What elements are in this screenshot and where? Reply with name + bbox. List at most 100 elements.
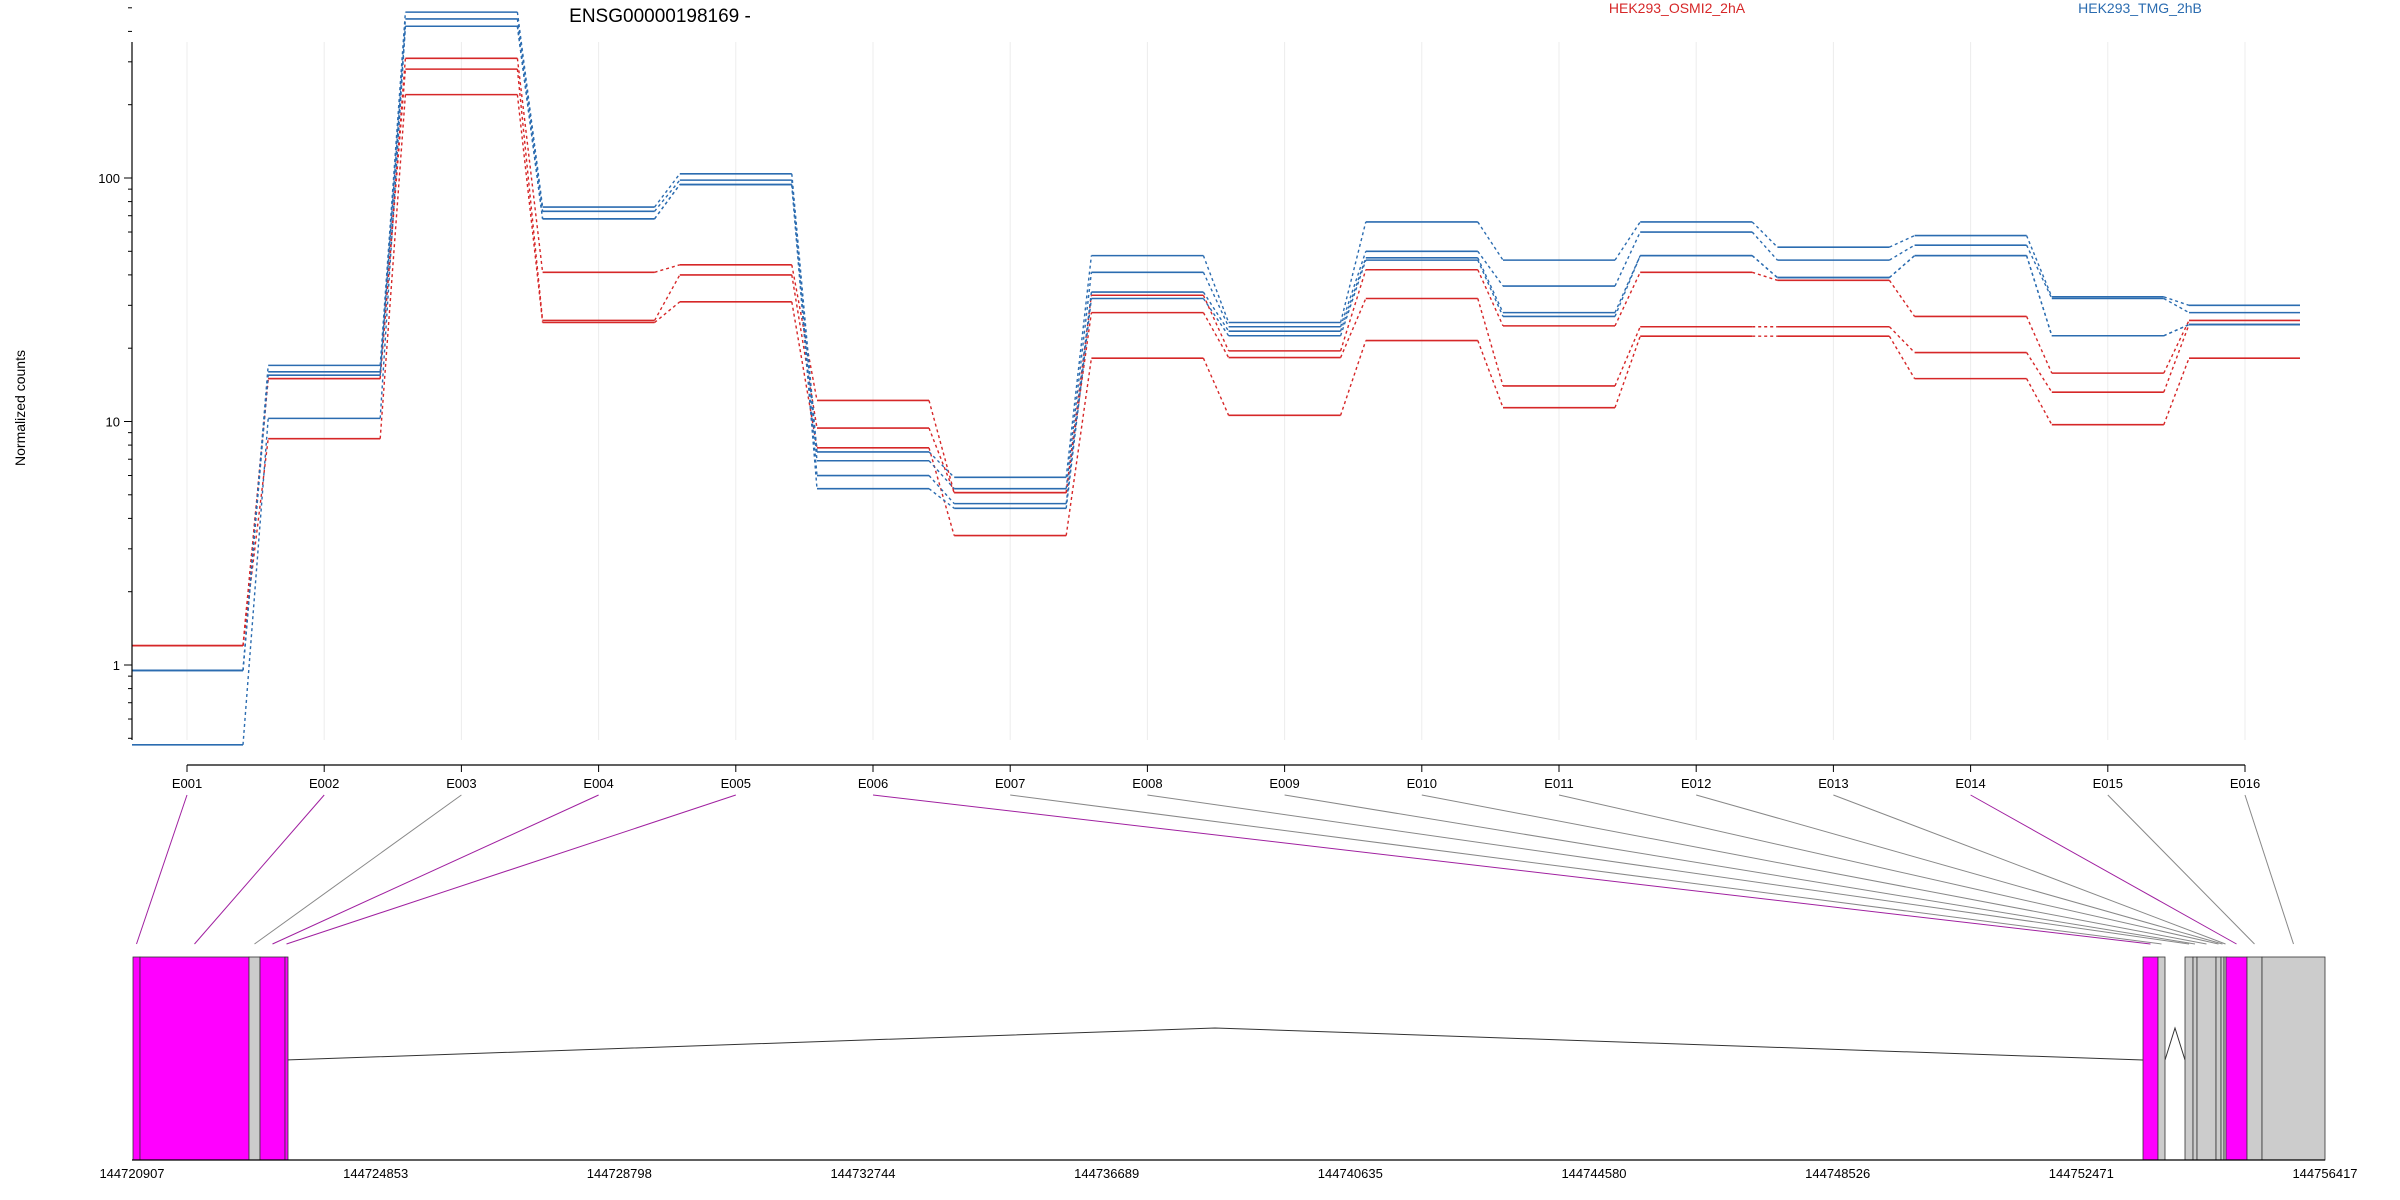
series-transition	[1888, 326, 1916, 354]
x-tick-label: E009	[1269, 776, 1299, 791]
x-tick-label: E001	[172, 776, 202, 791]
series-transition	[1202, 298, 1230, 337]
intron-line	[2164, 1026, 2186, 1061]
series-transition	[1888, 279, 1916, 317]
x-tick-label: E012	[1681, 776, 1711, 791]
intron-line	[284, 1027, 2144, 1061]
series-transition	[2025, 316, 2053, 374]
exon-connector	[254, 794, 462, 945]
series-transition	[2163, 296, 2190, 306]
genomic-tick-label: 144732744	[830, 1166, 895, 1181]
x-tick-label: E015	[2093, 776, 2123, 791]
series-transition	[791, 264, 818, 401]
exon-block	[259, 956, 286, 1161]
series-transition	[2025, 378, 2053, 426]
exon-block	[139, 956, 250, 1161]
exon-block	[2246, 956, 2263, 1161]
series-transition	[379, 69, 407, 379]
series-transition	[1614, 255, 1641, 313]
series-transition	[1477, 221, 1504, 261]
series-transition	[516, 12, 544, 208]
series-transition	[1202, 357, 1230, 416]
exon-connector	[1833, 794, 2226, 945]
series-transition	[654, 264, 680, 273]
series-transition	[1477, 259, 1504, 317]
y-tick-label: 10	[106, 415, 120, 430]
exon-block	[2192, 956, 2198, 1161]
exon-block	[2157, 956, 2166, 1161]
series-transition	[928, 451, 955, 478]
exon-connector	[1010, 794, 2162, 945]
series-transition	[1339, 269, 1367, 352]
exon-connector	[872, 794, 2151, 945]
exon-connector	[194, 794, 325, 945]
series-3	[132, 11, 2300, 672]
x-tick-label: E002	[309, 776, 339, 791]
x-tick-label: E016	[2230, 776, 2260, 791]
series-transition	[516, 26, 544, 219]
series-transition	[379, 26, 407, 376]
series-transition	[242, 438, 269, 646]
exon-block	[2184, 956, 2194, 1161]
x-tick-label: E006	[858, 776, 888, 791]
series-transition	[1339, 340, 1367, 416]
series-transition	[1477, 269, 1504, 327]
series-transition	[791, 274, 818, 429]
series-transition	[1751, 255, 1778, 279]
series-transition	[1614, 221, 1641, 261]
series-transition	[242, 418, 269, 745]
x-tick-label: E004	[583, 776, 613, 791]
exon-connector	[1696, 794, 2223, 945]
exon-connector	[286, 794, 736, 945]
chart-title: ENSG00000198169 -	[569, 6, 751, 27]
genomic-tick-label: 144752471	[2049, 1166, 2114, 1181]
exon-block	[132, 956, 141, 1161]
vertical-grid	[186, 42, 2246, 740]
series-transition	[2163, 323, 2190, 337]
exon-connector	[1284, 794, 2196, 945]
genomic-tick-label: 144724853	[343, 1166, 408, 1181]
series-transition	[791, 180, 818, 461]
series-transition	[1202, 294, 1230, 352]
series-transition	[1202, 312, 1230, 358]
series-1	[132, 68, 2300, 647]
genomic-tick-label: 144720907	[99, 1166, 164, 1181]
series-transition	[2026, 352, 2053, 393]
series-5	[132, 25, 2300, 672]
series-transition	[1065, 312, 1093, 493]
series-transition	[654, 173, 681, 208]
series-transition	[1202, 255, 1230, 323]
exon-connector	[2107, 794, 2255, 945]
series-transition	[516, 58, 544, 273]
series-transition	[1202, 271, 1230, 328]
x-tick-label: E014	[1955, 776, 1985, 791]
x-tick-label: E007	[995, 776, 1025, 791]
series-6	[132, 25, 2300, 746]
series-transition	[1889, 244, 1915, 261]
genomic-tick-label: 144756417	[2292, 1166, 2357, 1181]
series-transition	[1889, 234, 1915, 248]
series-transition	[928, 475, 955, 505]
series-transition	[2163, 320, 2190, 374]
exon-connector	[2244, 794, 2294, 945]
series-transition	[2163, 297, 2190, 314]
series-transition	[654, 184, 681, 220]
y-tick-label: 1	[113, 658, 120, 673]
x-tick-label: E011	[1544, 776, 1573, 791]
y-axis-label: Normalized counts	[12, 350, 28, 466]
series-transition	[1339, 257, 1367, 332]
exon-block	[2196, 956, 2217, 1161]
x-tick-label: E005	[721, 776, 751, 791]
series-transition	[1751, 255, 1778, 279]
series-4	[132, 18, 2300, 672]
series-transition	[2163, 324, 2190, 393]
exon-block	[2261, 956, 2326, 1161]
genomic-coordinate-axis: 144720907 144724853 144728798 144732744 1447…	[99, 1159, 2358, 1181]
series-transition	[1614, 271, 1641, 327]
series-transition	[516, 18, 544, 212]
series-transition	[242, 375, 269, 671]
series-transition	[791, 301, 818, 448]
x-tick-label: E010	[1407, 776, 1437, 791]
legend-label-tmg: HEK293_TMG_2hB	[2078, 0, 2202, 16]
series-transition	[1614, 335, 1641, 408]
